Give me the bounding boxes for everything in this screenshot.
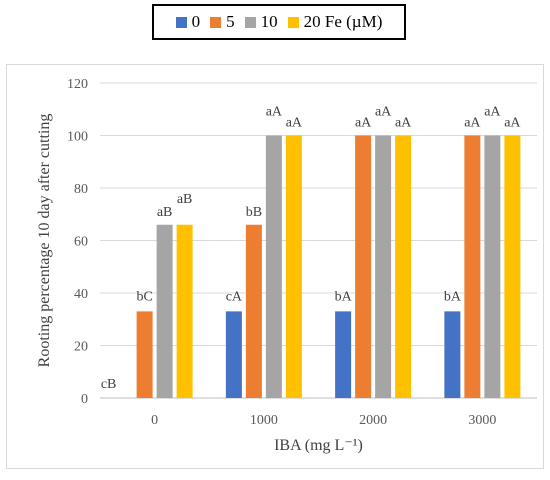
bar bbox=[375, 135, 392, 398]
legend: 0 5 10 20 Fe (µM) bbox=[152, 4, 406, 40]
y-tick-label: 0 bbox=[81, 392, 88, 407]
bar bbox=[504, 135, 521, 398]
data-label: aA bbox=[395, 116, 412, 131]
y-tick-label: 80 bbox=[74, 182, 88, 197]
data-label: aB bbox=[157, 205, 173, 220]
bar bbox=[156, 224, 173, 398]
legend-item-5: 5 bbox=[210, 12, 235, 32]
legend-label-5: 5 bbox=[226, 12, 235, 31]
bar bbox=[484, 135, 501, 398]
bar bbox=[464, 135, 481, 398]
bar bbox=[395, 135, 412, 398]
bar bbox=[136, 311, 153, 398]
y-tick-label: 20 bbox=[74, 340, 88, 355]
bar bbox=[245, 224, 262, 398]
bar bbox=[335, 311, 352, 398]
y-tick-label: 100 bbox=[67, 130, 88, 145]
data-label: aA bbox=[355, 116, 372, 131]
legend-swatch-20 bbox=[287, 16, 299, 28]
data-label: aA bbox=[504, 116, 521, 131]
legend-swatch-10 bbox=[244, 16, 256, 28]
data-label: aA bbox=[375, 105, 392, 120]
x-tick-label: 0 bbox=[151, 413, 158, 428]
data-label: bA bbox=[444, 289, 462, 304]
data-label: aA bbox=[286, 116, 303, 131]
data-label: aA bbox=[484, 105, 501, 120]
y-tick-label: 40 bbox=[74, 287, 88, 302]
data-label: aB bbox=[177, 192, 193, 207]
bar bbox=[225, 311, 242, 398]
legend-label-0: 0 bbox=[191, 12, 201, 31]
x-tick-label: 2000 bbox=[359, 413, 387, 428]
data-label: cB bbox=[101, 377, 117, 392]
chart-area: 0 20 40 60 80 100 120 cB bC aB aB 0 cA bB aA aA 1000 bA aA… bbox=[6, 64, 544, 469]
y-tick-label: 60 bbox=[74, 235, 88, 250]
legend-swatch-5 bbox=[210, 16, 222, 28]
bar-chart: 020406080100120cBbCaBaB0cAbBaAaA1000bAaA… bbox=[36, 77, 537, 454]
x-axis-title: IBA (mg L⁻¹) bbox=[274, 437, 363, 454]
data-label: aA bbox=[464, 116, 481, 131]
legend-swatch-0 bbox=[175, 16, 187, 28]
data-label: cA bbox=[226, 289, 243, 304]
y-axis-title: Rooting percentage 10 day after cutting bbox=[36, 114, 53, 368]
data-label: bC bbox=[136, 289, 152, 304]
bar bbox=[265, 135, 282, 398]
legend-label-10: 10 bbox=[260, 12, 278, 31]
legend-label-20: 20 Fe (µM) bbox=[303, 12, 383, 31]
bar bbox=[355, 135, 372, 398]
legend-item-0: 0 bbox=[175, 12, 201, 32]
data-label: aA bbox=[266, 105, 283, 120]
legend-item-20: 20 Fe (µM) bbox=[287, 12, 383, 32]
legend-item-10: 10 bbox=[244, 12, 278, 32]
bar bbox=[285, 135, 302, 398]
y-tick-label: 120 bbox=[67, 77, 88, 92]
x-tick-label: 1000 bbox=[250, 413, 278, 428]
x-tick-label: 3000 bbox=[468, 413, 496, 428]
bar bbox=[444, 311, 461, 398]
data-label: bB bbox=[246, 205, 262, 220]
bar bbox=[176, 224, 193, 398]
data-label: bA bbox=[335, 289, 353, 304]
